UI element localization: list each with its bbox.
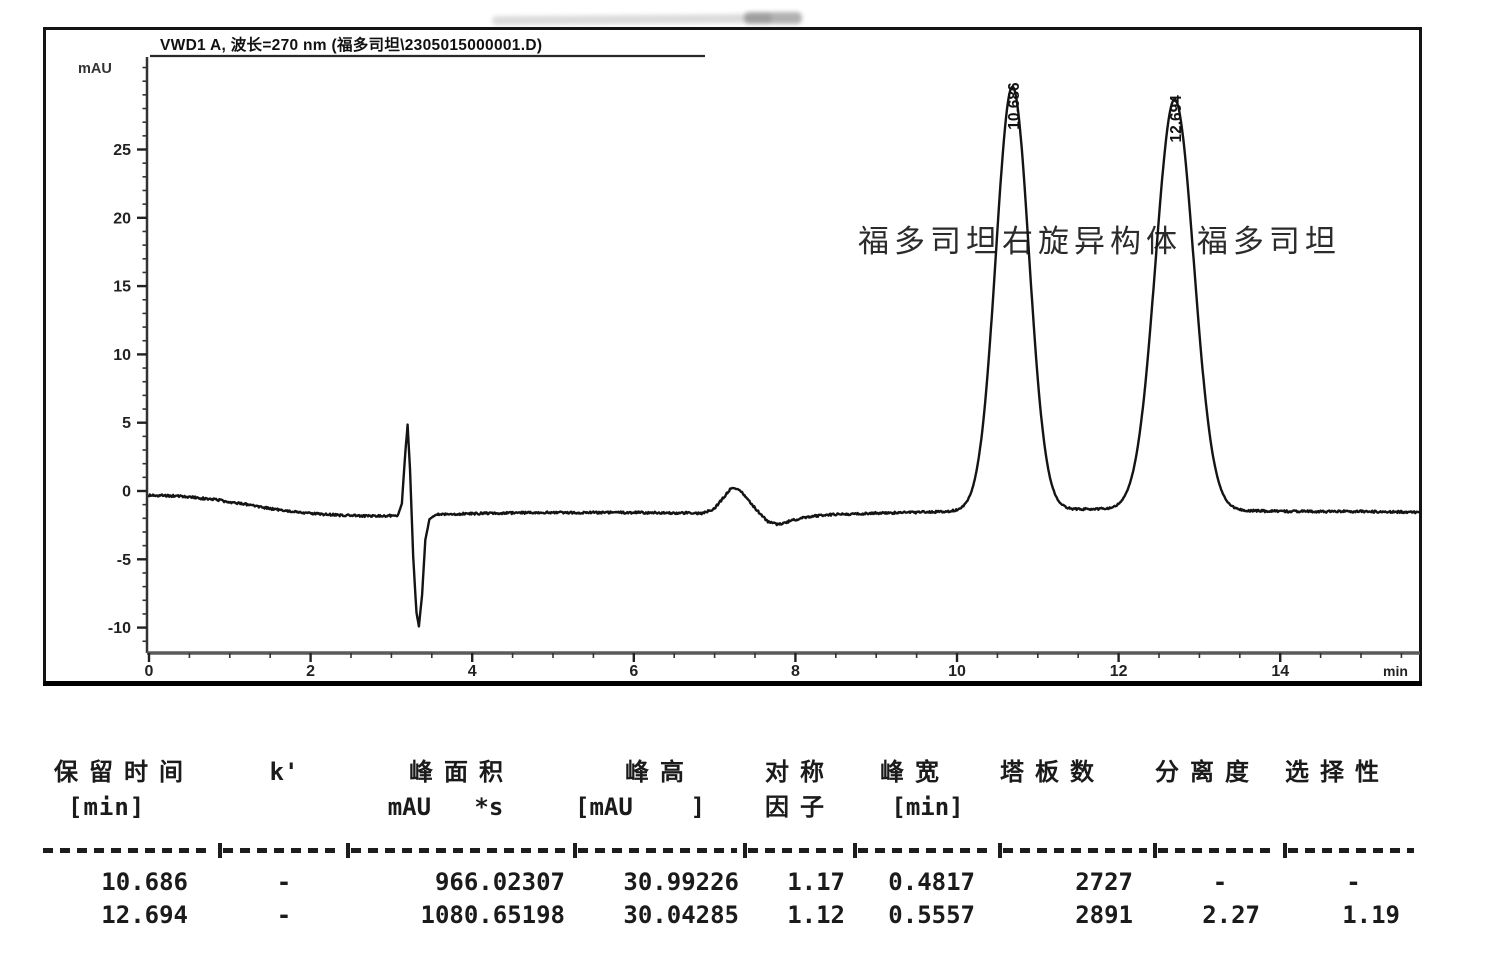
table-row: 10.686 - 966.02307 30.99226 1.17 0.4817 2727 - - — [40, 866, 1422, 899]
header-cell: k' — [269, 758, 299, 786]
header-units-cell — [1000, 792, 1155, 826]
peak-label: 12.694 — [1168, 95, 1185, 143]
results-table: 保留时间 k' 峰面积 峰高 对称 峰宽 塔板数 分离度 选择性 [min] mAU *s [mAU … — [40, 754, 1422, 932]
header-units-cell: [mAU ] — [575, 793, 706, 821]
x-tick-label: 10 — [948, 663, 966, 680]
header-cell: 保留时间 — [54, 758, 194, 786]
header-cell: 选择性 — [1285, 758, 1390, 786]
header-units-cell: [min] — [891, 793, 964, 821]
plot-border — [43, 27, 1422, 685]
header-units-cell — [220, 792, 348, 826]
table-row: 12.694 - 1080.65198 30.04285 1.12 0.5557 2891 2… — [40, 899, 1422, 932]
y-axis-unit-label: mAU — [78, 61, 112, 77]
scan-smudge — [744, 12, 802, 24]
peak-retention-labels: 10.686 12.694 — [1006, 82, 1185, 142]
separator-cell — [743, 840, 855, 860]
chromatogram-frame: VWD1 A, 波长=270 nm (福多司坦\2305015000001.D)… — [43, 27, 1422, 686]
y-tick-label: 20 — [113, 210, 131, 227]
value-cell: 2.27 — [1202, 901, 1260, 929]
y-tick-label: 0 — [122, 484, 131, 501]
peak-label: 10.686 — [1006, 82, 1023, 130]
table-header-row: 保留时间 k' 峰面积 峰高 对称 峰宽 塔板数 分离度 选择性 — [40, 754, 1422, 792]
x-tick-label: 2 — [306, 663, 315, 680]
x-tick-label: 12 — [1110, 663, 1128, 680]
header-cell: 峰高 — [625, 758, 695, 786]
separator-cell — [346, 840, 575, 860]
value-cell: - — [1346, 868, 1361, 896]
header-cell: 对称 — [765, 758, 835, 786]
y-tick-label: 25 — [113, 142, 131, 159]
separator-cell — [853, 840, 1000, 860]
value-cell: - — [276, 868, 292, 896]
value-cell: 0.4817 — [888, 868, 975, 896]
header-cell: 峰面积 — [409, 758, 514, 786]
value-cell: 12.694 — [101, 901, 188, 929]
separator-cell — [1153, 840, 1285, 860]
value-cell: 1.17 — [787, 868, 845, 896]
separator-cell — [1283, 840, 1422, 860]
y-tick-label: -10 — [108, 620, 131, 637]
header-units-cell: mAU *s — [387, 793, 504, 821]
x-axis-unit-label: min — [1383, 663, 1408, 679]
value-cell: 1080.65198 — [420, 901, 566, 929]
header-cell: 分离度 — [1155, 758, 1260, 786]
x-tick-label: 6 — [629, 663, 638, 680]
separator-cell — [40, 840, 220, 860]
chromatogram-plot: VWD1 A, 波长=270 nm (福多司坦\2305015000001.D)… — [43, 27, 1422, 686]
header-units-cell: 因子 — [765, 793, 835, 821]
value-cell: 2891 — [1075, 901, 1133, 929]
table-header-units-row: [min] mAU *s [mAU ] 因子 [min] — [40, 792, 1422, 826]
value-cell: 966.02307 — [434, 868, 565, 896]
header-cell: 塔板数 — [1000, 758, 1105, 786]
value-cell: 1.12 — [787, 901, 845, 929]
separator-cell — [218, 840, 348, 860]
x-tick-label: 0 — [145, 663, 154, 680]
y-axis-ticks: -10 -5 0 5 10 15 20 25 — [108, 66, 147, 643]
value-cell: 1.19 — [1342, 901, 1400, 929]
separator-cell — [573, 840, 745, 860]
value-cell: 10.686 — [101, 868, 188, 896]
separator-cell — [998, 840, 1155, 860]
header-units-cell — [1285, 792, 1422, 826]
chromatogram-trace — [147, 85, 1422, 628]
header-units-cell: [min] — [68, 793, 146, 821]
scan-smudge — [491, 13, 773, 26]
value-cell: 0.5557 — [888, 901, 975, 929]
peak-names-annotation: 福多司坦右旋异构体 福多司坦 — [858, 224, 1341, 260]
y-tick-label: -5 — [117, 552, 131, 569]
value-cell: - — [1212, 868, 1228, 896]
x-tick-label: 4 — [468, 663, 477, 680]
x-axis-ticks: 0 2 4 6 8 10 12 14 — [145, 653, 1403, 680]
y-tick-label: 5 — [122, 415, 131, 432]
value-cell: - — [276, 901, 292, 929]
header-units-cell — [1155, 792, 1285, 826]
header-cell: 峰宽 — [880, 758, 950, 786]
table-separator-row — [40, 840, 1422, 860]
signal-title: VWD1 A, 波长=270 nm (福多司坦\2305015000001.D) — [160, 35, 542, 54]
value-cell: 30.04285 — [623, 901, 739, 929]
value-cell: 2727 — [1075, 868, 1133, 896]
x-tick-label: 14 — [1271, 663, 1289, 680]
y-tick-label: 15 — [113, 279, 131, 296]
x-tick-label: 8 — [791, 663, 800, 680]
y-tick-label: 10 — [113, 347, 131, 364]
value-cell: 30.99226 — [623, 868, 739, 896]
